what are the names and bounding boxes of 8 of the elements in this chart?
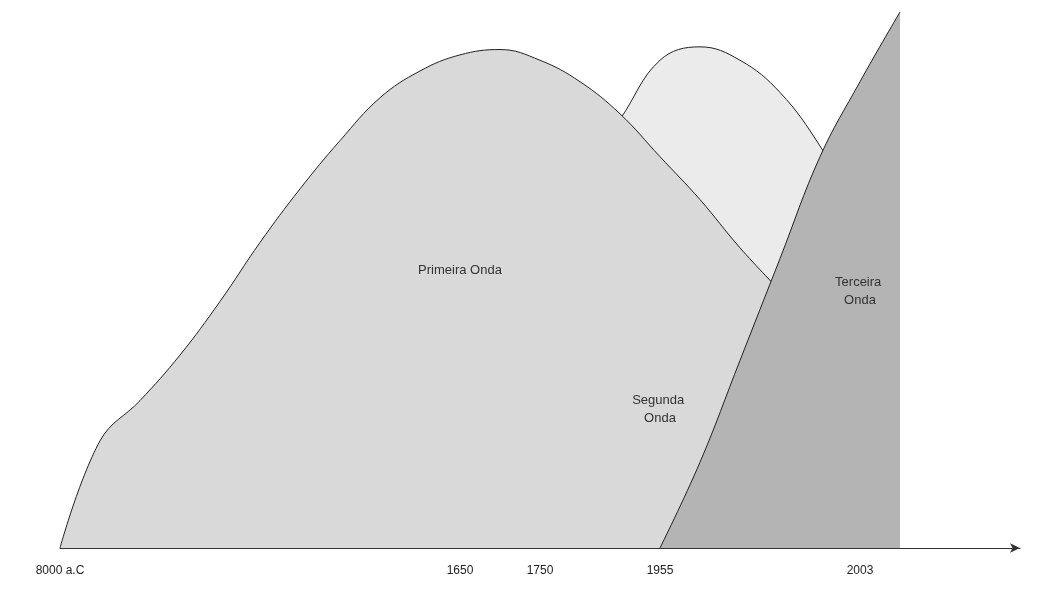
series-label: Primeira Onda (418, 261, 503, 277)
series-label: Terceira Onda (835, 274, 885, 308)
series-label: Segunda Onda (632, 392, 688, 426)
x-tick-label: 2003 (846, 563, 874, 577)
x-tick-label: 1650 (446, 563, 474, 577)
x-tick-label: 1750 (526, 563, 554, 577)
x-tick-label: 8000 a.C (35, 563, 85, 577)
x-tick-label: 1955 (646, 563, 674, 577)
